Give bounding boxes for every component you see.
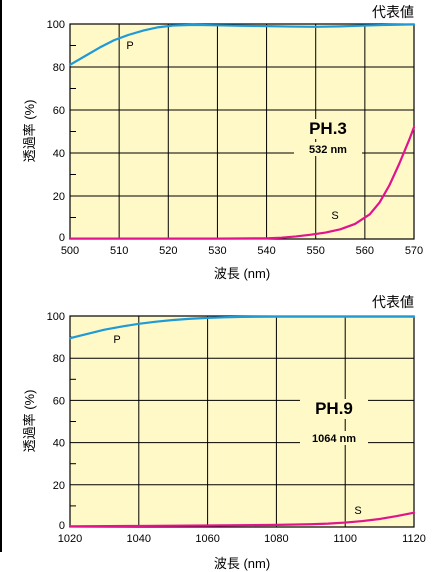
x-tick-label-0-2: 520 <box>159 245 177 257</box>
y-tick-label-0-5: 100 <box>47 19 65 31</box>
plot-area-0 <box>70 24 414 239</box>
y-tick-label-0-1: 20 <box>53 191 65 203</box>
series-label-0-s: S <box>331 210 338 222</box>
x-tick-label-0-7: 570 <box>405 245 423 257</box>
x-axis-label-0: 波長 (nm) <box>214 266 270 281</box>
x-axis-label-1: 波長 (nm) <box>214 556 270 571</box>
x-tick-label-0-6: 560 <box>356 245 374 257</box>
annotation-sub-1: 1064 nm <box>312 433 356 445</box>
y-tick-label-0-0: 0 <box>59 232 65 244</box>
x-tick-label-1-2: 1060 <box>195 533 219 545</box>
series-label-1-p: P <box>113 334 120 346</box>
x-tick-label-1-3: 1080 <box>264 533 288 545</box>
y-tick-label-1-4: 80 <box>53 353 65 365</box>
x-tick-label-1-1: 1040 <box>127 533 151 545</box>
y-axis-label-0: 透過率 (%) <box>22 100 37 163</box>
x-tick-label-1-0: 1020 <box>58 533 82 545</box>
y-tick-label-0-4: 80 <box>53 62 65 74</box>
x-tick-label-0-5: 550 <box>307 245 325 257</box>
x-tick-label-0-4: 540 <box>257 245 275 257</box>
x-tick-label-0-0: 500 <box>61 245 79 257</box>
y-tick-label-1-3: 60 <box>53 395 65 407</box>
annotation-sub-0: 532 nm <box>309 144 347 156</box>
annotation-main-1: PH.9 <box>315 399 353 418</box>
y-tick-label-1-1: 20 <box>53 480 65 492</box>
corner-note-1: 代表値 <box>372 294 414 310</box>
y-tick-label-0-3: 60 <box>53 105 65 117</box>
y-tick-label-0-2: 40 <box>53 148 65 160</box>
series-label-1-s: S <box>354 505 361 517</box>
y-tick-label-1-0: 0 <box>59 520 65 532</box>
y-tick-label-1-2: 40 <box>53 438 65 450</box>
y-axis-label-1: 透過率 (%) <box>22 390 37 453</box>
corner-note-0: 代表値 <box>372 4 414 20</box>
annotation-main-0: PH.3 <box>309 119 347 138</box>
plot-area-1 <box>70 316 414 527</box>
y-tick-label-1-5: 100 <box>47 311 65 323</box>
x-tick-label-1-5: 1120 <box>402 533 426 545</box>
x-tick-label-0-1: 510 <box>110 245 128 257</box>
x-tick-label-1-4: 1100 <box>333 533 357 545</box>
x-tick-label-0-3: 530 <box>208 245 226 257</box>
series-label-0-p: P <box>126 40 133 52</box>
